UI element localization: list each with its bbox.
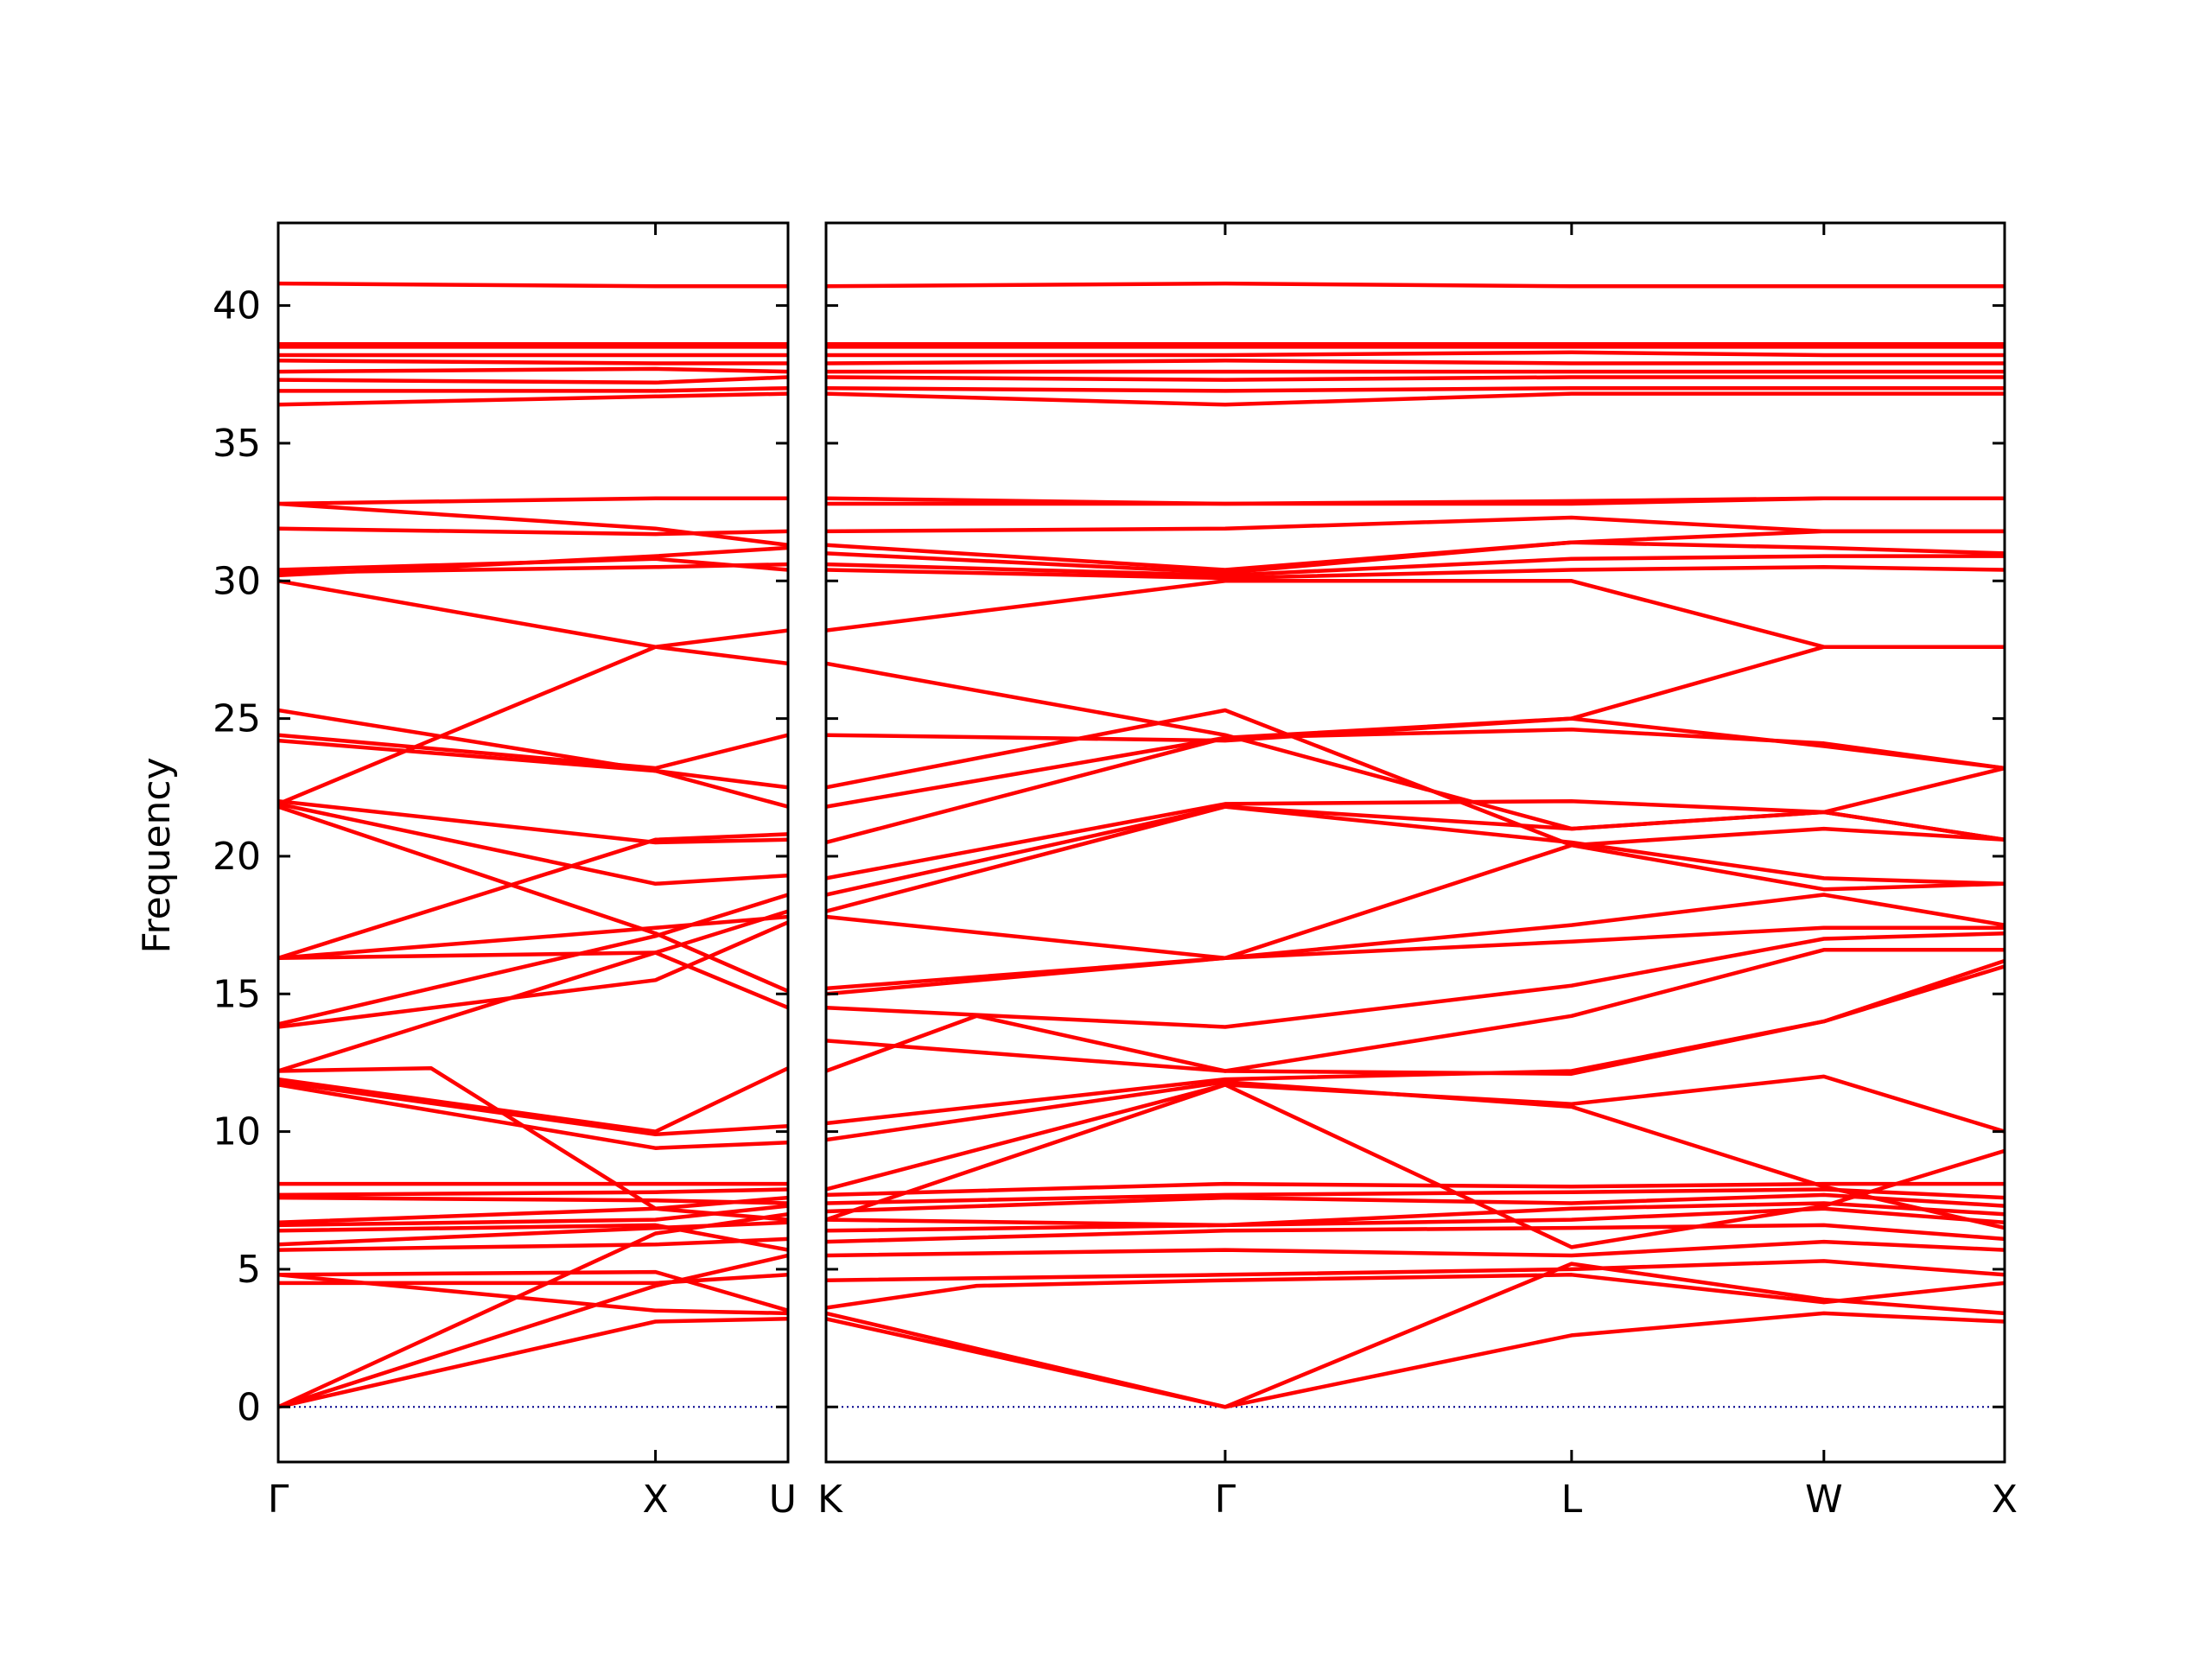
y-tick-label: 40 xyxy=(213,284,261,328)
band-line xyxy=(826,798,2005,880)
band-line xyxy=(278,1273,788,1316)
band-line xyxy=(278,832,788,961)
band-line xyxy=(826,1181,2005,1198)
x-tick-label: K xyxy=(817,1478,843,1522)
band-line xyxy=(826,1074,2005,1222)
band-line xyxy=(278,1317,788,1409)
band-line xyxy=(278,556,788,572)
band-line xyxy=(278,1253,788,1409)
band-line xyxy=(278,1083,788,1150)
band-line xyxy=(278,1187,788,1198)
band-line xyxy=(278,708,788,790)
plot-area xyxy=(278,281,788,1409)
y-tick-label: 20 xyxy=(213,835,261,879)
band-line xyxy=(278,920,788,1029)
band-line xyxy=(278,1223,788,1252)
band-line xyxy=(278,1220,788,1247)
y-tick-label: 15 xyxy=(213,972,261,1016)
band-line xyxy=(278,501,788,548)
band-line xyxy=(826,893,2005,991)
band-line xyxy=(826,804,2005,913)
band-line xyxy=(278,733,788,771)
band-line xyxy=(826,496,2005,506)
band-line xyxy=(278,496,788,506)
band-line xyxy=(278,526,788,537)
band-line xyxy=(278,579,788,666)
band-line xyxy=(826,804,2005,897)
x-tick-label: Γ xyxy=(1215,1478,1236,1522)
x-tick-label: U xyxy=(769,1478,797,1522)
band-line xyxy=(278,1269,788,1313)
band-line xyxy=(278,802,788,887)
band-line xyxy=(826,1262,2005,1409)
panel-1: 0 5 10 15 20 25 30 35 40 Γ X U xyxy=(213,221,797,1522)
y-tick-label: 0 xyxy=(237,1385,261,1429)
band-line xyxy=(826,1079,2005,1230)
band-line xyxy=(826,1259,2005,1282)
band-line xyxy=(826,359,2005,365)
x-tick-label: X xyxy=(1992,1478,2018,1522)
y-tick-label: 35 xyxy=(213,422,261,466)
band-line xyxy=(278,359,788,365)
band-line xyxy=(826,579,2005,649)
band-line xyxy=(826,350,2005,358)
band-line xyxy=(826,1187,2005,1205)
x-tick-label: L xyxy=(1561,1478,1583,1522)
x-tick-label: W xyxy=(1805,1478,1843,1522)
x-tick-label: Γ xyxy=(268,1478,289,1522)
band-line xyxy=(278,1204,788,1228)
band-line xyxy=(278,366,788,374)
band-line xyxy=(278,1079,788,1137)
band-line xyxy=(278,1211,788,1409)
y-tick-label: 10 xyxy=(213,1110,261,1154)
band-line xyxy=(826,1239,2005,1258)
band-line xyxy=(826,964,2005,1076)
band-line xyxy=(826,385,2005,393)
band-line xyxy=(826,529,2005,572)
band-line xyxy=(826,948,2005,1073)
band-line xyxy=(826,1206,2005,1233)
y-tick-label: 30 xyxy=(213,559,261,603)
band-line xyxy=(826,1273,2005,1310)
band-line xyxy=(826,931,2005,1029)
band-line xyxy=(826,281,2005,289)
band-line xyxy=(826,1201,2005,1228)
band-line xyxy=(278,914,788,961)
band-line xyxy=(826,1083,2005,1249)
band-line xyxy=(278,391,788,407)
band-line xyxy=(826,554,2005,578)
band-line xyxy=(826,391,2005,407)
band-line xyxy=(278,1195,788,1205)
band-panels: 0 5 10 15 20 25 30 35 40 Γ X U K Γ L W X xyxy=(213,221,2018,1522)
band-line xyxy=(278,798,788,845)
band-line xyxy=(278,1066,788,1134)
band-line xyxy=(826,661,2005,831)
band-line xyxy=(278,1273,788,1286)
y-tick-label: 5 xyxy=(237,1248,261,1292)
band-line xyxy=(278,1066,788,1222)
band-line xyxy=(826,708,2005,848)
band-line xyxy=(278,385,788,393)
band-line xyxy=(278,893,788,1027)
band-line xyxy=(826,1223,2005,1244)
band-line xyxy=(826,375,2005,382)
band-line xyxy=(278,950,788,1010)
band-line xyxy=(826,515,2005,534)
y-axis-label: Frequency xyxy=(135,757,179,953)
y-tick-label: 25 xyxy=(213,697,261,741)
band-line xyxy=(278,281,788,289)
band-line xyxy=(826,565,2005,581)
plot-area xyxy=(826,281,2005,1409)
x-tick-label: X xyxy=(643,1478,669,1522)
panel-frame xyxy=(824,221,2006,1464)
panel-frame xyxy=(276,221,790,1464)
band-line xyxy=(278,375,788,385)
band-line xyxy=(278,804,788,994)
